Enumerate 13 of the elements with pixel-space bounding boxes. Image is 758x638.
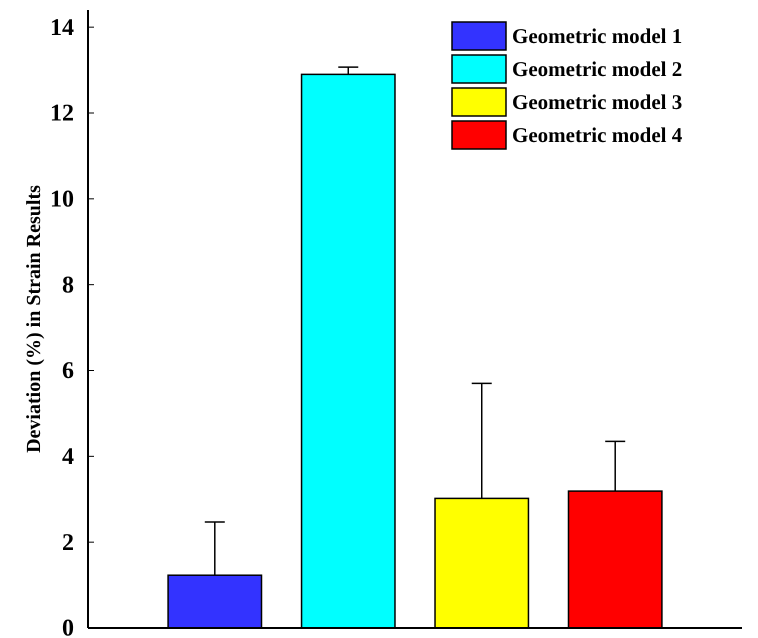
y-tick-label: 0 (62, 616, 74, 638)
y-tick-label: 12 (50, 100, 74, 127)
y-tick-label: 6 (62, 358, 74, 384)
y-tick-label: 8 (62, 272, 74, 298)
legend-label: Geometric model 2 (512, 57, 682, 81)
y-tick-label: 2 (62, 530, 74, 556)
y-axis-title: Deviation (%) in Strain Results (23, 184, 45, 453)
y-tick-label: 14 (50, 14, 74, 41)
legend-label: Geometric model 1 (512, 24, 682, 48)
y-tick-label: 4 (62, 444, 74, 470)
legend-label: Geometric model 3 (512, 90, 682, 114)
legend-label: Geometric model 4 (512, 123, 683, 147)
y-tick-label: 10 (50, 186, 74, 213)
